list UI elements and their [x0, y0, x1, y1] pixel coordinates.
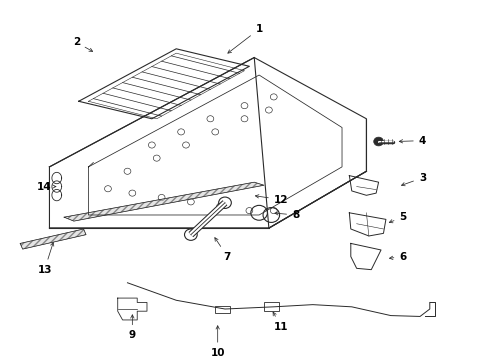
- Bar: [264, 302, 278, 311]
- Polygon shape: [20, 229, 86, 249]
- Text: 12: 12: [255, 195, 288, 205]
- Text: 8: 8: [274, 210, 299, 220]
- Text: 4: 4: [399, 136, 426, 146]
- Text: 11: 11: [272, 312, 288, 332]
- Text: 1: 1: [227, 24, 262, 53]
- Circle shape: [373, 137, 383, 146]
- Text: 3: 3: [401, 173, 425, 186]
- Text: 6: 6: [389, 252, 406, 261]
- Text: 7: 7: [214, 238, 231, 261]
- Text: 2: 2: [73, 37, 92, 51]
- Text: 13: 13: [37, 243, 54, 275]
- Text: 5: 5: [388, 212, 406, 223]
- Text: 10: 10: [210, 326, 224, 358]
- Text: 9: 9: [128, 315, 136, 340]
- Polygon shape: [64, 182, 264, 221]
- Text: 14: 14: [37, 181, 56, 192]
- Bar: [215, 306, 229, 312]
